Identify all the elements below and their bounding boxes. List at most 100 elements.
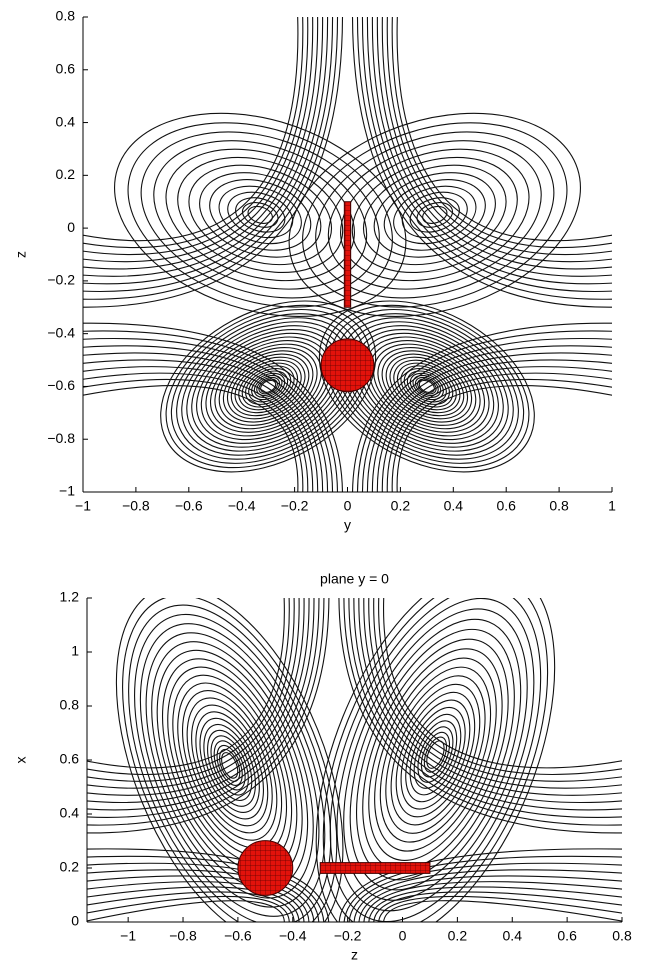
rod — [343, 201, 352, 308]
x-tick-label: 0.2 — [391, 498, 411, 514]
streamline — [87, 598, 285, 769]
streamline — [207, 729, 253, 801]
streamline — [87, 598, 320, 818]
streamline — [376, 359, 612, 492]
streamline — [390, 683, 481, 826]
streamline — [234, 359, 302, 414]
sphere — [237, 840, 294, 896]
streamline — [87, 598, 300, 789]
streamline — [83, 17, 314, 263]
streamline — [235, 197, 286, 233]
streamline — [181, 690, 278, 841]
streamline — [87, 598, 305, 796]
streamline — [381, 17, 612, 263]
streamline — [324, 304, 530, 469]
streamline — [153, 140, 368, 290]
x-tick-label: 0 — [344, 498, 352, 514]
x-tick-label: −1 — [120, 928, 136, 944]
streamline — [165, 148, 355, 282]
streamline — [363, 598, 622, 796]
streamline — [396, 362, 457, 411]
streamline — [214, 343, 322, 430]
y-axis-label: z — [13, 251, 29, 258]
x-tick-label: −0.2 — [334, 928, 362, 944]
x-tick-label: −0.4 — [279, 928, 307, 944]
streamline — [302, 122, 568, 308]
streamline — [87, 598, 315, 811]
y-axis-label: x — [13, 757, 29, 764]
streamline — [87, 891, 295, 922]
streamline — [348, 598, 622, 818]
streamline — [83, 378, 304, 492]
streamline — [349, 618, 522, 891]
streamline — [405, 706, 466, 803]
streamline — [87, 598, 325, 826]
streamline — [395, 691, 476, 818]
y-tick-label: 0.8 — [56, 8, 76, 24]
streamline — [417, 726, 454, 783]
x-tick-label: −0.4 — [228, 498, 256, 514]
streamline — [241, 365, 295, 408]
streamline — [115, 598, 344, 922]
streamline — [361, 17, 612, 293]
streamline — [199, 172, 322, 258]
x-tick-label: 0.6 — [557, 928, 577, 944]
streamline — [357, 17, 612, 300]
streamline — [145, 632, 314, 899]
streamline — [327, 140, 542, 290]
streamline — [218, 185, 302, 245]
y-tick-label: −0.2 — [47, 272, 75, 288]
streamline — [343, 598, 622, 826]
streamline — [288, 112, 581, 318]
streamline — [393, 359, 461, 414]
streamline — [368, 886, 622, 922]
streamline — [362, 338, 612, 492]
streamline — [256, 376, 281, 397]
streamline — [423, 736, 448, 773]
streamline — [213, 740, 246, 791]
streamline — [83, 17, 334, 293]
streamline — [87, 895, 290, 922]
streamline — [83, 17, 304, 249]
streamline — [383, 900, 622, 922]
streamline — [413, 720, 458, 789]
streamline — [385, 675, 486, 834]
x-tick-label: 0 — [399, 928, 407, 944]
streamline — [83, 372, 309, 492]
streamline — [409, 372, 444, 401]
x-axis-label: y — [344, 517, 351, 533]
streamline — [87, 598, 310, 804]
streamline — [358, 875, 622, 922]
x-tick-label: 0.6 — [496, 498, 516, 514]
streamline — [83, 385, 299, 492]
x-tick-label: −0.6 — [224, 928, 252, 944]
streamline — [353, 869, 622, 922]
streamline — [87, 598, 330, 834]
streamline — [357, 330, 612, 492]
x-tick-label: −0.8 — [122, 498, 150, 514]
streamline — [391, 17, 612, 249]
streamline — [83, 330, 338, 492]
streamline — [368, 340, 486, 433]
y-tick-label: 0.4 — [56, 113, 76, 129]
y-tick-label: −0.6 — [47, 377, 75, 393]
streamline — [165, 304, 371, 469]
streamline — [191, 704, 269, 827]
streamline — [87, 598, 295, 782]
x-tick-label: −0.8 — [169, 928, 197, 944]
streamline — [373, 598, 622, 782]
streamline — [418, 379, 435, 393]
y-tick-label: 0.6 — [60, 751, 80, 767]
streamline — [251, 372, 286, 401]
streamline — [227, 191, 294, 239]
y-tick-label: 0.2 — [56, 166, 76, 182]
streamline — [216, 744, 243, 786]
rod — [319, 862, 431, 874]
streamline — [381, 366, 612, 492]
streamline — [400, 365, 454, 408]
x-tick-label: −0.6 — [175, 498, 203, 514]
streamline — [386, 17, 612, 255]
y-tick-label: 0.2 — [60, 859, 80, 875]
streamline — [371, 17, 612, 277]
